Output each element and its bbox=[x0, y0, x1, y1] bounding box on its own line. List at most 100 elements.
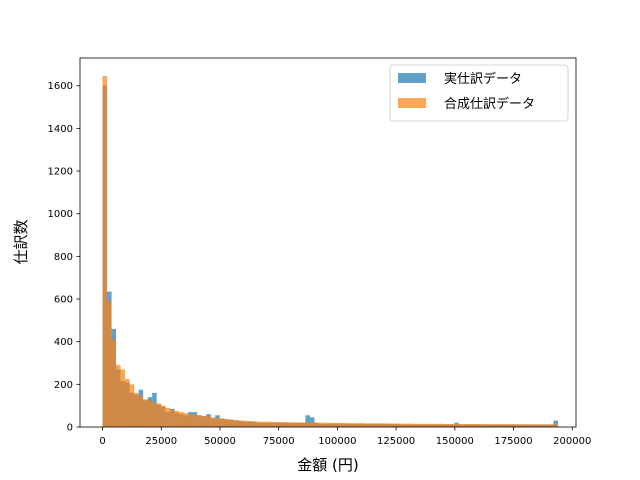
histogram-bar bbox=[251, 421, 256, 427]
histogram-bar bbox=[111, 339, 117, 427]
x-tick-label: 100000 bbox=[318, 436, 356, 447]
x-tick-label: 75000 bbox=[263, 436, 295, 447]
histogram-bar bbox=[152, 402, 157, 427]
histogram-bar bbox=[404, 423, 410, 427]
legend-swatch-actual bbox=[398, 73, 426, 83]
histogram-bar bbox=[255, 421, 261, 427]
histogram-bar bbox=[296, 422, 301, 427]
x-tick-label: 175000 bbox=[494, 436, 532, 447]
histogram-bar bbox=[138, 396, 144, 427]
y-tick-label: 600 bbox=[54, 295, 73, 306]
histogram-bar bbox=[291, 422, 297, 427]
histogram-bar bbox=[391, 423, 396, 427]
histogram-bar bbox=[233, 419, 238, 427]
histogram-bar bbox=[377, 423, 383, 427]
histogram-bar bbox=[382, 423, 387, 427]
histogram-bar bbox=[129, 384, 135, 427]
x-tick-label: 200000 bbox=[553, 436, 591, 447]
histogram-bar bbox=[219, 418, 225, 427]
histogram-bar bbox=[183, 413, 189, 427]
histogram-bar bbox=[215, 418, 220, 427]
histogram-bar bbox=[521, 424, 527, 427]
x-tick-label: 50000 bbox=[204, 436, 236, 447]
histogram-bar bbox=[553, 424, 558, 427]
histogram-bar bbox=[332, 422, 338, 427]
histogram-bar bbox=[530, 424, 536, 427]
y-tick-label: 1600 bbox=[48, 81, 73, 92]
histogram-bar bbox=[458, 424, 464, 427]
histogram-bar bbox=[323, 422, 328, 427]
histogram-bar bbox=[490, 424, 495, 427]
histogram-bar bbox=[305, 422, 310, 427]
histogram-bar bbox=[427, 423, 432, 427]
histogram-bar bbox=[318, 422, 324, 427]
legend-swatch-synthetic bbox=[398, 98, 426, 108]
histogram-bar bbox=[463, 424, 468, 427]
histogram-bar bbox=[170, 409, 175, 427]
y-tick-label: 1200 bbox=[48, 167, 73, 178]
histogram-bar bbox=[548, 424, 554, 427]
plot-frame bbox=[79, 57, 577, 428]
histogram-bar bbox=[440, 423, 446, 427]
histogram-bar bbox=[544, 424, 549, 427]
histogram-bar bbox=[395, 423, 401, 427]
histogram-bar bbox=[206, 416, 211, 427]
histogram-bar bbox=[269, 421, 274, 427]
histogram-bar bbox=[503, 424, 509, 427]
histogram-bar bbox=[305, 415, 310, 427]
histogram-bar bbox=[309, 422, 315, 427]
histogram-bar bbox=[400, 423, 405, 427]
histogram-bar bbox=[553, 420, 558, 427]
histogram-bar bbox=[210, 417, 216, 427]
histogram-bar bbox=[197, 415, 202, 427]
histogram-bar bbox=[539, 424, 545, 427]
legend-label-synthetic: 合成仕訳データ bbox=[444, 96, 535, 112]
histogram-bar bbox=[134, 392, 139, 427]
histogram-bar bbox=[314, 422, 319, 427]
histogram-bar bbox=[508, 424, 513, 427]
histogram-bar bbox=[143, 399, 148, 427]
y-tick-label: 0 bbox=[67, 423, 73, 434]
histogram-bar bbox=[201, 415, 207, 427]
histogram-bar bbox=[355, 423, 360, 427]
histogram-bar bbox=[386, 423, 392, 427]
y-tick-label: 200 bbox=[54, 380, 73, 391]
histogram-bar bbox=[422, 423, 428, 427]
y-tick-label: 400 bbox=[54, 337, 73, 348]
histogram-bar bbox=[481, 424, 486, 427]
x-tick-label: 125000 bbox=[377, 436, 415, 447]
histogram-bar bbox=[517, 424, 522, 427]
histogram-bar bbox=[494, 424, 500, 427]
y-tick-label: 800 bbox=[54, 252, 73, 263]
histogram-bar bbox=[224, 418, 229, 427]
histogram-bar bbox=[359, 423, 365, 427]
legend-box bbox=[389, 64, 569, 122]
legend: 実仕訳データ 合成仕訳データ bbox=[389, 64, 569, 122]
histogram-bar bbox=[125, 379, 130, 427]
histogram-bar bbox=[246, 421, 252, 427]
y-axis-label: 仕訳数 bbox=[12, 219, 30, 264]
histogram-bar bbox=[341, 422, 347, 427]
histogram-bar bbox=[350, 423, 356, 427]
series-actual bbox=[102, 85, 558, 427]
histogram-bar bbox=[485, 424, 491, 427]
histogram-bar bbox=[449, 424, 455, 427]
histogram-bar bbox=[476, 424, 482, 427]
histogram-bar bbox=[436, 423, 441, 427]
histogram-bar bbox=[120, 369, 126, 427]
x-axis: 0 25000 50000 75000 100000 125000 150000 175000… bbox=[99, 427, 591, 447]
histogram-bar bbox=[174, 411, 180, 427]
histogram-bar bbox=[454, 424, 459, 427]
histogram-bar bbox=[467, 424, 473, 427]
histogram-bar bbox=[418, 423, 423, 427]
histogram-bar bbox=[328, 422, 333, 427]
y-tick-label: 1000 bbox=[48, 209, 73, 220]
histogram-bar bbox=[273, 421, 279, 427]
histogram-bar bbox=[512, 424, 518, 427]
x-tick-label: 0 bbox=[99, 436, 105, 447]
histogram-bar bbox=[237, 420, 243, 427]
histogram-bar bbox=[526, 424, 531, 427]
histogram-bar bbox=[264, 421, 270, 427]
histogram-bar bbox=[499, 424, 504, 427]
